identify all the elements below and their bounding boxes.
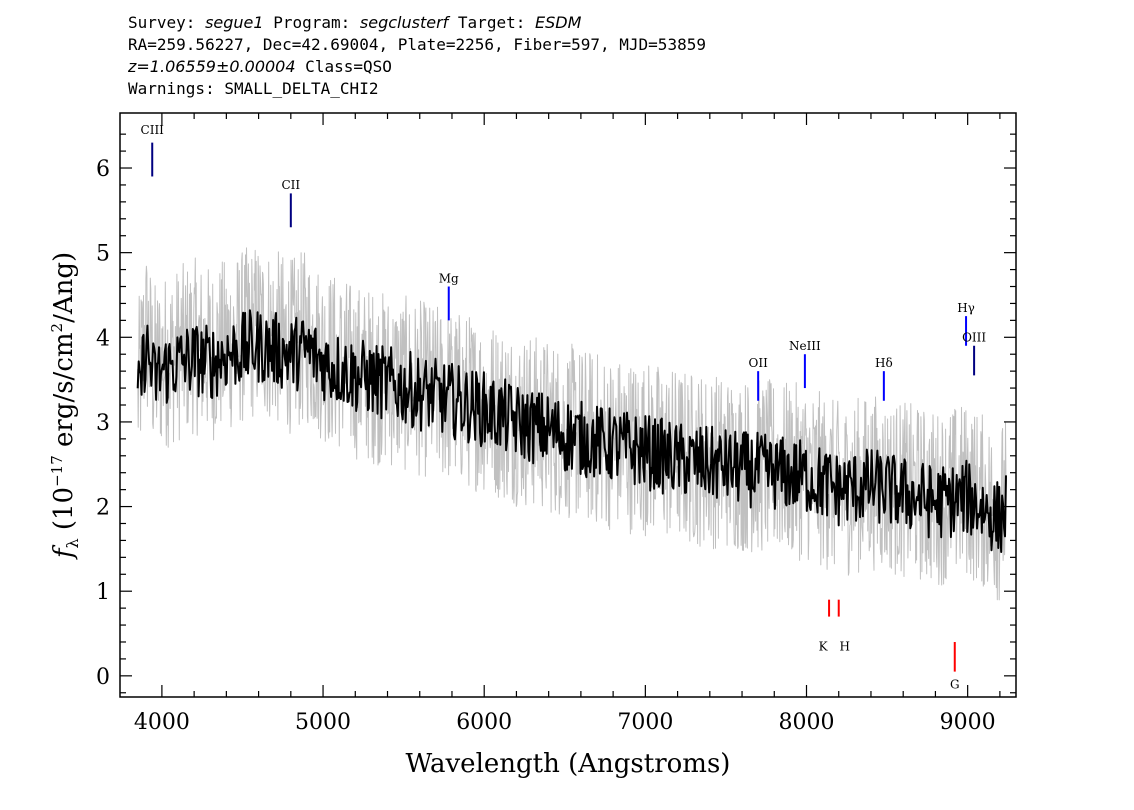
emission-line-label-6: Hγ — [957, 301, 975, 315]
absorption-line-label-1: H — [839, 639, 849, 653]
survey-segment-2: Program: — [263, 13, 360, 32]
x-tick-label-3: 7000 — [617, 710, 673, 735]
header-line-redshift: z=1.06559±0.00004 Class=QSO — [128, 56, 1128, 78]
x-axis-title: Wavelength (Angstroms) — [406, 749, 731, 779]
y-tick-label-2: 2 — [96, 496, 110, 521]
emission-line-label-4: NeIII — [789, 339, 821, 353]
ylabel-pre: (10 — [49, 487, 79, 539]
y-tick-label-3: 3 — [96, 411, 110, 436]
x-tick-label-1: 5000 — [295, 710, 351, 735]
y-tick-label-6: 6 — [96, 157, 110, 182]
y-axis-title: fλ (10−17 erg/s/cm2/Ang) — [48, 252, 82, 560]
emission-line-label-0: CIII — [141, 123, 165, 137]
header-line-coordinates: RA=259.56227, Dec=42.69004, Plate=2256, … — [128, 35, 706, 54]
emission-line-label-3: OII — [748, 356, 768, 370]
x-tick-label-0: 4000 — [134, 710, 190, 735]
class-value: Class=QSO — [295, 57, 392, 76]
header-line-survey: Survey: segue1 Program: segclusterf Targ… — [128, 12, 1128, 34]
y-tick-label-4: 4 — [96, 326, 110, 351]
y-tick-label-1: 1 — [96, 580, 110, 605]
emission-line-label-1: CII — [281, 178, 300, 192]
y-tick-label-0: 0 — [96, 665, 110, 690]
header-line-warnings: Warnings: SMALL_DELTA_CHI2 — [128, 79, 379, 98]
x-tick-label-2: 6000 — [456, 710, 512, 735]
survey-segment-3: segclusterf — [359, 13, 449, 32]
ylabel-exp2: 2 — [48, 323, 66, 333]
emission-line-label-5: Hδ — [875, 356, 893, 370]
spectrum-header: Survey: segue1 Program: segclusterf Targ… — [128, 12, 1128, 100]
absorption-line-label-2: G — [950, 678, 960, 692]
x-tick-label-5: 9000 — [940, 710, 996, 735]
emission-line-label-7: OIII — [962, 331, 986, 345]
y-axis-ticks: 0 1 2 3 4 5 6 — [96, 133, 1016, 694]
emission-line-label-2: Mg — [439, 271, 459, 285]
y-tick-label-5: 5 — [96, 242, 110, 267]
ylabel-sub: λ — [63, 538, 82, 548]
x-tick-label-4: 8000 — [779, 710, 835, 735]
flux-series — [136, 309, 1007, 553]
survey-segment-5: ESDM — [534, 13, 582, 32]
spectral-line-markers: CIII CII Mg OII NeIII Hδ Hγ OIII K H G — [141, 123, 987, 691]
ylabel-mid: erg/s/cm — [49, 332, 79, 455]
ylabel-post: /Ang) — [49, 252, 79, 323]
ylabel-exp: −17 — [48, 455, 66, 487]
absorption-line-label-0: K — [819, 639, 829, 653]
survey-segment-4: Target: — [448, 13, 535, 32]
survey-segment-1: segue1 — [205, 13, 264, 32]
redshift-value: z=1.06559±0.00004 — [128, 57, 296, 76]
survey-segment-0: Survey: — [128, 13, 206, 32]
series-line-flux — [136, 309, 1007, 553]
x-axis-ticks: 4000 5000 6000 7000 8000 9000 — [134, 113, 1001, 735]
